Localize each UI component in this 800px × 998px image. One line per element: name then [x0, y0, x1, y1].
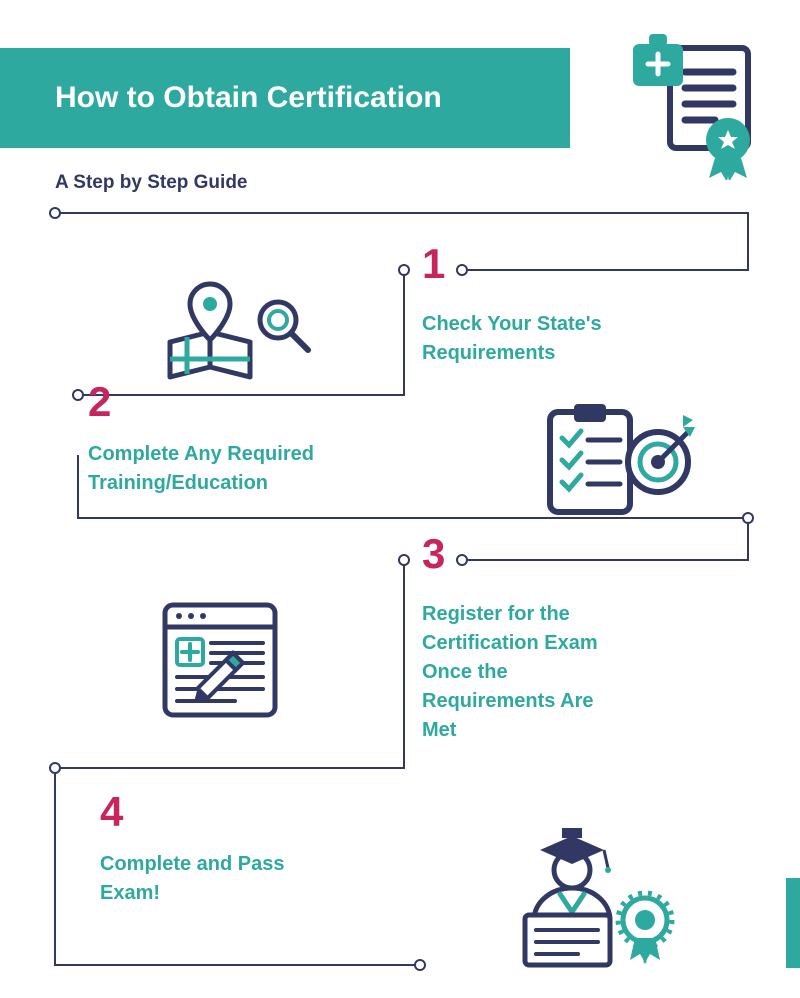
step-number-3: 3: [422, 530, 445, 578]
accent-bar: [786, 878, 800, 968]
map-pin-search-icon: [160, 272, 320, 392]
step-number-4: 4: [100, 788, 123, 836]
step-label-1: Check Your State's Requirements: [422, 310, 652, 368]
form-pencil-icon: [155, 595, 305, 725]
page-title: How to Obtain Certification: [55, 81, 442, 115]
step-number-2: 2: [88, 378, 111, 426]
step-label-4: Complete and Pass Exam!: [100, 850, 300, 908]
step-label-3: Register for the Certification Exam Once…: [422, 600, 632, 745]
certificate-icon: [615, 30, 760, 180]
page-subtitle: A Step by Step Guide: [55, 172, 248, 194]
step-number-1: 1: [422, 240, 445, 288]
header-band: How to Obtain Certification: [0, 48, 570, 148]
graduate-certificate-icon: [500, 820, 690, 970]
step-label-2: Complete Any Required Training/Education: [88, 440, 368, 498]
clipboard-target-icon: [540, 398, 700, 518]
